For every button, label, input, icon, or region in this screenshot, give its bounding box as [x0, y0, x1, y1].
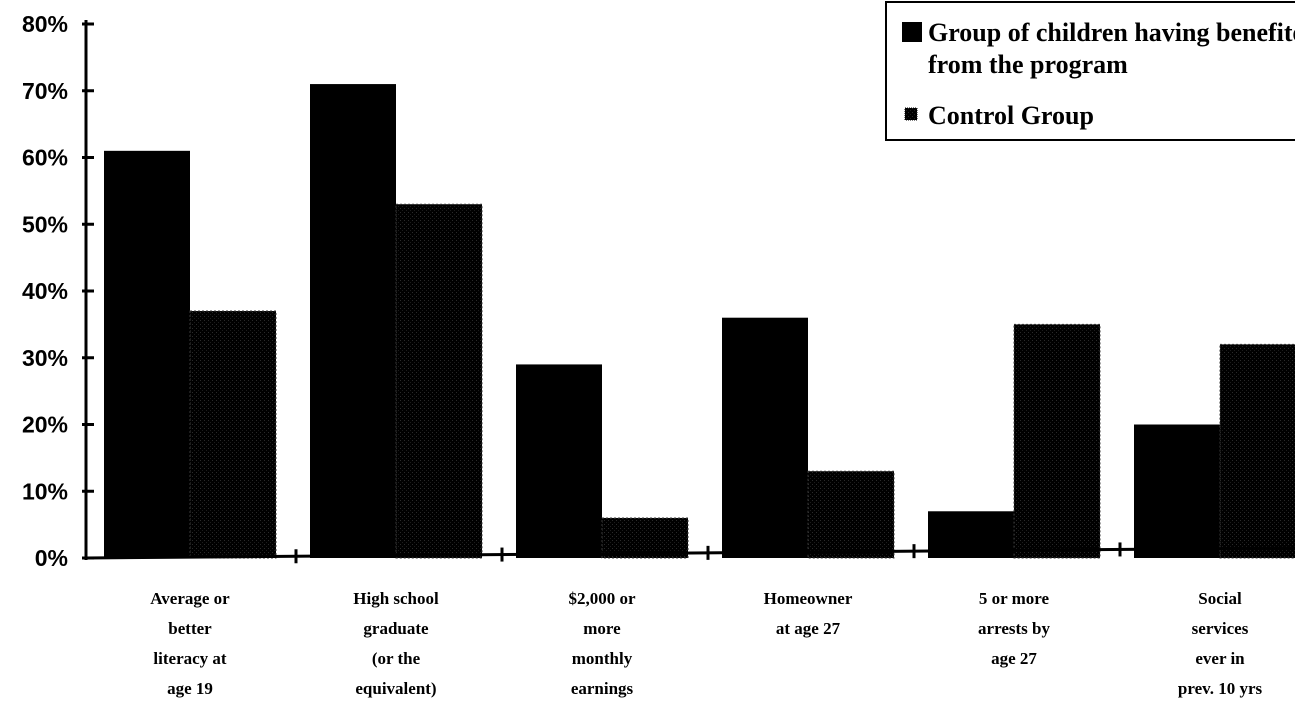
legend-box: [885, 1, 1295, 141]
bar-control-group: [189, 310, 277, 559]
x-category-label: Average or better literacy at age 19: [150, 589, 230, 698]
bar-control-group: [807, 470, 895, 559]
bar-control-group: [1013, 323, 1101, 559]
y-tick-label: 50%: [22, 211, 68, 237]
legend: Group of children having benefited from t…: [885, 1, 1295, 141]
y-tick-label: 30%: [22, 345, 68, 371]
y-tick-label: 60%: [22, 145, 68, 171]
y-tick-label: 0%: [35, 545, 68, 571]
y-tick-label: 80%: [22, 11, 68, 37]
bars-layer: [104, 84, 1295, 559]
bar-program-group: [310, 84, 396, 558]
y-tick-label: 10%: [22, 478, 68, 504]
bar-program-group: [104, 150, 190, 558]
x-category-label: High school graduate (or the equivalent): [353, 589, 439, 698]
bar-program-group: [1134, 424, 1220, 558]
legend-swatch-program-group: [902, 22, 922, 42]
bar-program-group: [722, 317, 808, 558]
x-category-labels: Average or better literacy at age 19 High sc…: [150, 589, 1262, 698]
y-tick-labels: 0% 10% 20% 30% 40% 50% 60% 70% 80%: [22, 11, 68, 571]
legend-label-program-group: Group of children having benefited from t…: [928, 18, 1295, 79]
x-category-label: $2,000 or more monthly earnings: [568, 589, 636, 698]
x-axis-line: [85, 546, 1295, 560]
axes-layer: [82, 20, 1295, 564]
y-tick-label: 70%: [22, 78, 68, 104]
x-category-label: Homeowner at age 27: [764, 589, 853, 638]
legend-swatch-control-group: [904, 107, 918, 121]
bar-control-group: [601, 517, 689, 559]
y-tick-label: 20%: [22, 412, 68, 438]
x-category-label: 5 or more arrests by age 27: [978, 589, 1050, 668]
bar-program-group: [516, 364, 602, 558]
legend-label-control-group: Control Group: [928, 101, 1094, 130]
x-category-label: Social services ever in prev. 10 yrs: [1178, 589, 1263, 698]
bar-control-group: [1219, 343, 1295, 559]
bar-control-group: [395, 203, 483, 559]
y-tick-label: 40%: [22, 278, 68, 304]
